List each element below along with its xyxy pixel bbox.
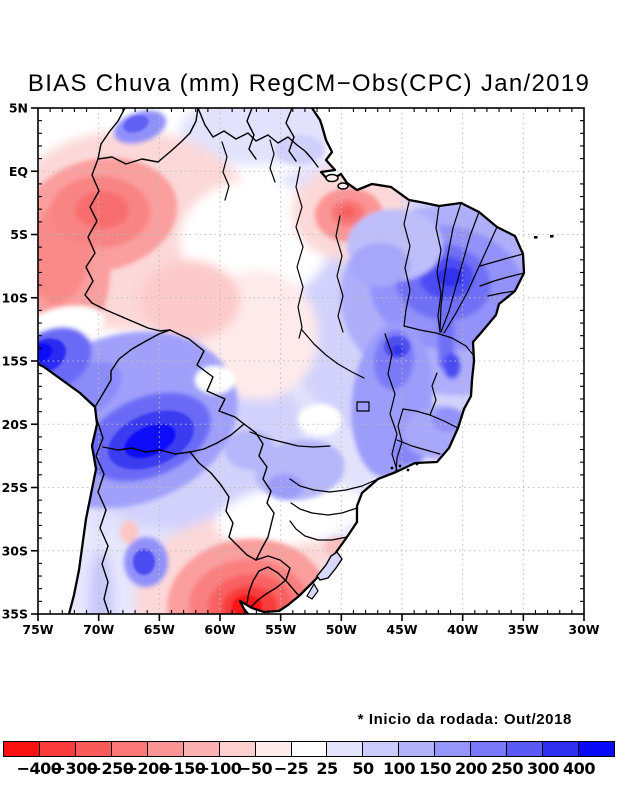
- cbar-tick-label: 50: [352, 759, 374, 778]
- cbar-tick-label: 200: [455, 759, 487, 778]
- lon-label: 45W: [386, 622, 417, 637]
- cbar-segment: [218, 742, 255, 756]
- lon-label: 65W: [144, 622, 175, 637]
- lon-label: 75W: [22, 622, 53, 637]
- cbar-segment: [110, 742, 147, 756]
- cbar-segment: [362, 742, 399, 756]
- cbar-segment: [74, 742, 111, 756]
- lat-label: 15S: [2, 354, 28, 369]
- ocean-island-speck: [550, 235, 554, 238]
- cbar-tick-label: 150: [419, 759, 451, 778]
- cbar-tick-label: 100: [383, 759, 415, 778]
- lon-axis-labels: 75W 70W 65W 60W 55W 50W 45W 40W 35W 30W: [22, 622, 599, 637]
- cbar-segment: [38, 742, 75, 756]
- cbar-segment: [326, 742, 363, 756]
- colorbar: [3, 741, 615, 757]
- lat-label: 10S: [2, 290, 28, 305]
- cbar-tick-label: 300: [527, 759, 559, 778]
- cbar-segment: [470, 742, 507, 756]
- cbar-tick-label: −50: [237, 759, 273, 778]
- cbar-tick-label: −100: [196, 759, 242, 778]
- lon-label: 55W: [265, 622, 296, 637]
- lat-label: 20S: [2, 417, 28, 432]
- cbar-tick-label: 400: [563, 759, 595, 778]
- lat-label: 5N: [9, 101, 28, 116]
- country-borders: [84, 108, 319, 614]
- lat-label: 25S: [2, 480, 28, 495]
- lon-label: 70W: [83, 622, 114, 637]
- lat-axis-labels: 5N EQ 5S 10S 15S 20S 25S 30S 35S: [2, 101, 28, 622]
- cbar-segment: [254, 742, 291, 756]
- cbar-segment: [542, 742, 578, 756]
- cbar-segment: [398, 742, 435, 756]
- cbar-tick-label: −200: [124, 759, 170, 778]
- colorbar-labels: −400 −300 −250 −200 −150 −100 −50 −25 25 50 100 150…: [0, 759, 618, 783]
- cbar-segment: [578, 742, 614, 756]
- run-start-note: * Inicio da rodada: Out/2018: [357, 711, 572, 728]
- ocean-island-speck: [534, 236, 538, 239]
- lat-label: 5S: [10, 227, 28, 242]
- lat-label: 35S: [2, 607, 28, 622]
- cbar-segment: [4, 742, 39, 756]
- lon-label: 60W: [204, 622, 235, 637]
- cbar-segment: [290, 742, 327, 756]
- cbar-tick-label: 250: [491, 759, 523, 778]
- lat-label: 30S: [2, 543, 28, 558]
- lagoa-dos-patos: [316, 551, 343, 581]
- lon-label: 40W: [447, 622, 478, 637]
- cbar-segment: [506, 742, 543, 756]
- cbar-tick-label: −150: [160, 759, 206, 778]
- cbar-segment: [434, 742, 471, 756]
- cbar-tick-label: 25: [316, 759, 338, 778]
- cbar-segment: [146, 742, 183, 756]
- cbar-tick-label: −400: [16, 759, 62, 778]
- cbar-segment: [182, 742, 219, 756]
- lat-label: EQ: [9, 164, 28, 179]
- bias-map-plot: 5N EQ 5S 10S 15S 20S 25S 30S 35S 75W 70W 65W 60W 55W…: [2, 101, 600, 638]
- lon-label: 30W: [568, 622, 599, 637]
- lon-label: 35W: [508, 622, 539, 637]
- cbar-tick-label: −250: [88, 759, 134, 778]
- lon-label: 50W: [326, 622, 357, 637]
- cbar-tick-label: −300: [52, 759, 98, 778]
- cbar-tick-label: −25: [273, 759, 309, 778]
- tick-layer: [31, 107, 585, 621]
- islands-and-lagoons: [306, 173, 554, 600]
- state-borders: [221, 139, 525, 541]
- page-title: BIAS Chuva (mm) RegCM−Obs(CPC) Jan/2019: [27, 70, 591, 97]
